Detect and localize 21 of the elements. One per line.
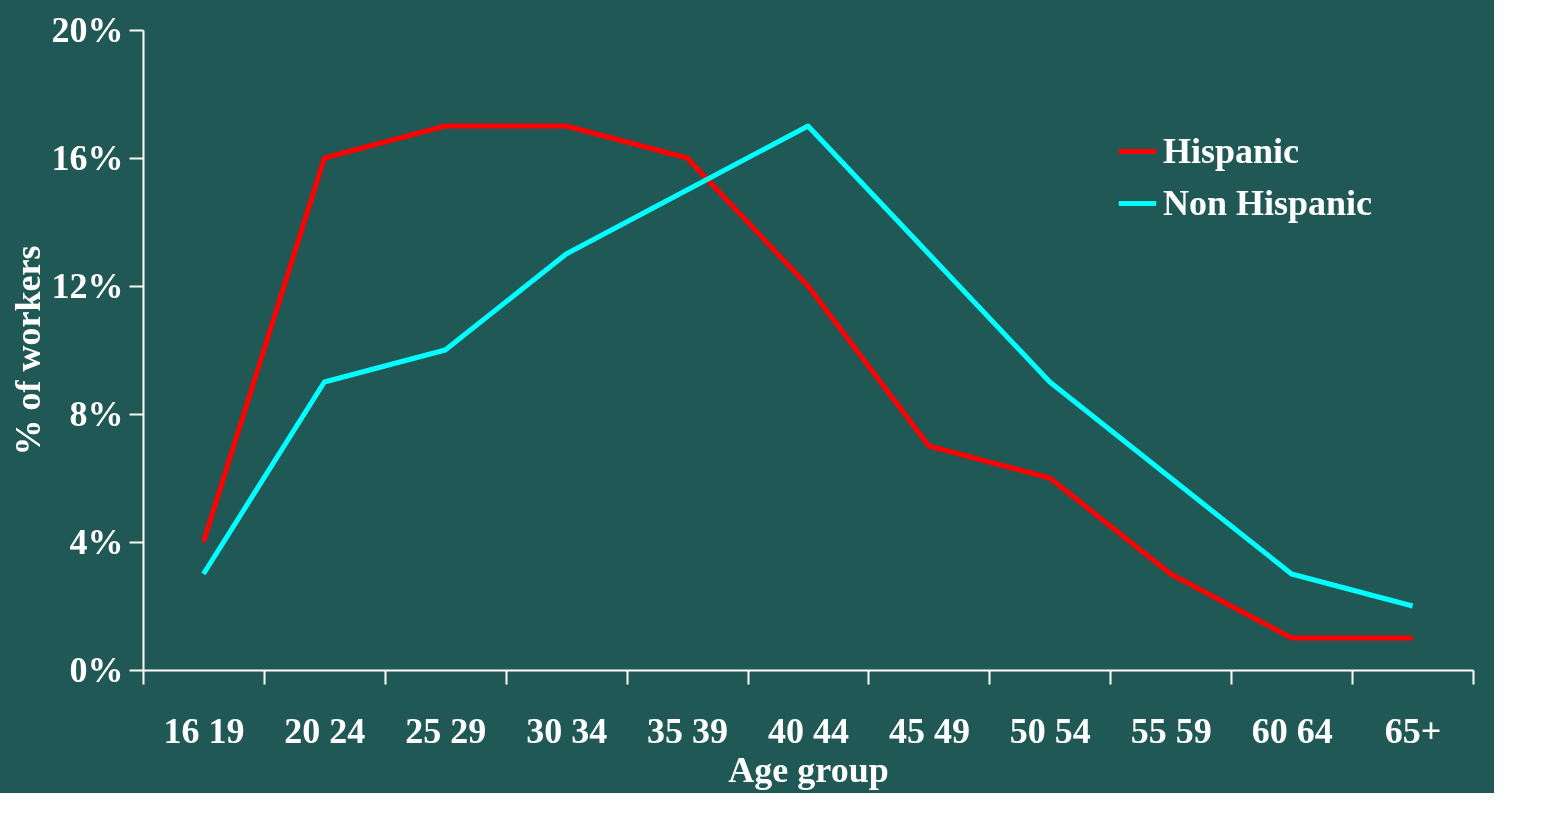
y-tick-label: 8%	[69, 393, 124, 434]
x-tick-label: 65+	[1384, 710, 1442, 751]
y-tick-label: 16%	[51, 137, 124, 178]
x-tick-label: 45 49	[888, 710, 970, 751]
y-tick-label: 0%	[69, 649, 124, 690]
y-tick-label: 20%	[51, 9, 124, 50]
y-axis-title: % of workers	[7, 245, 48, 456]
x-tick-label: 55 59	[1130, 710, 1212, 751]
x-tick-label: 40 44	[768, 710, 849, 751]
x-tick-label: 25 29	[405, 710, 487, 751]
x-tick-label: 35 39	[647, 710, 729, 751]
y-tick-label: 12%	[51, 265, 124, 306]
legend-label: Hispanic	[1163, 130, 1300, 171]
x-tick-label: 20 24	[284, 710, 366, 751]
x-axis-title: Age group	[728, 749, 889, 790]
x-tick-label: 30 34	[526, 710, 608, 751]
legend-label: Non Hispanic	[1163, 182, 1373, 223]
y-tick-label: 4%	[69, 521, 124, 562]
x-tick-label: 60 64	[1251, 710, 1333, 751]
x-tick-label: 50 54	[1009, 710, 1091, 751]
x-tick-label: 16 19	[163, 710, 245, 751]
